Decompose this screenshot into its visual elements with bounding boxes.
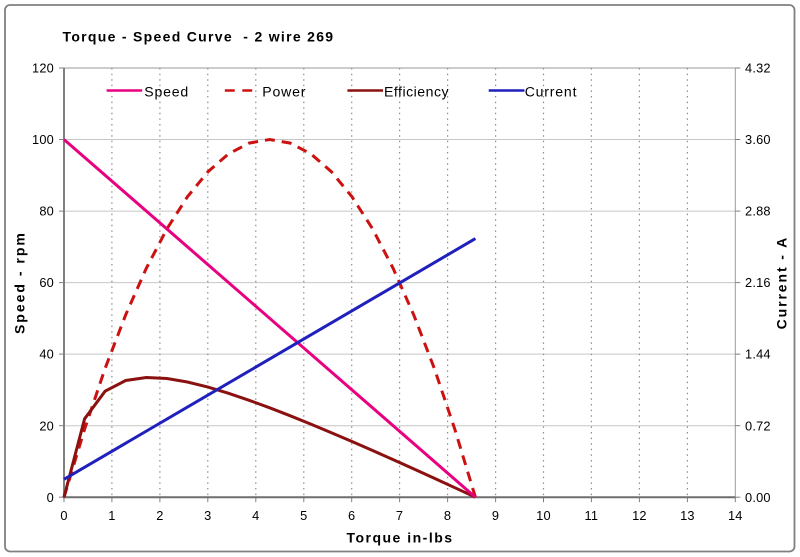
svg-text:120: 120 bbox=[32, 61, 54, 76]
svg-text:10: 10 bbox=[536, 508, 551, 523]
svg-text:0.00: 0.00 bbox=[745, 490, 771, 505]
svg-text:13: 13 bbox=[680, 508, 695, 523]
svg-text:0: 0 bbox=[60, 508, 67, 523]
svg-text:11: 11 bbox=[585, 508, 599, 523]
svg-text:12: 12 bbox=[632, 508, 647, 523]
svg-text:Power: Power bbox=[262, 83, 306, 99]
svg-text:Current: Current bbox=[525, 83, 578, 99]
svg-text:8: 8 bbox=[444, 508, 451, 523]
svg-text:0.72: 0.72 bbox=[745, 418, 771, 433]
svg-text:100: 100 bbox=[32, 132, 54, 147]
svg-text:Speed - rpm: Speed - rpm bbox=[12, 231, 28, 334]
svg-text:60: 60 bbox=[39, 275, 54, 290]
svg-text:1: 1 bbox=[108, 508, 115, 523]
svg-text:9: 9 bbox=[492, 508, 499, 523]
svg-text:0: 0 bbox=[47, 490, 54, 505]
svg-text:4.32: 4.32 bbox=[745, 61, 771, 76]
svg-text:2: 2 bbox=[156, 508, 163, 523]
svg-text:5: 5 bbox=[300, 508, 307, 523]
svg-text:2.88: 2.88 bbox=[745, 204, 771, 219]
svg-text:6: 6 bbox=[348, 508, 355, 523]
svg-text:Current - A: Current - A bbox=[774, 236, 790, 330]
svg-text:3.60: 3.60 bbox=[745, 132, 771, 147]
svg-text:Torque in-lbs: Torque in-lbs bbox=[346, 530, 453, 546]
svg-text:3: 3 bbox=[204, 508, 211, 523]
svg-text:1.44: 1.44 bbox=[745, 347, 771, 362]
svg-text:Efficiency: Efficiency bbox=[384, 83, 450, 99]
svg-text:2.16: 2.16 bbox=[745, 275, 771, 290]
svg-text:40: 40 bbox=[39, 347, 54, 362]
svg-text:4: 4 bbox=[252, 508, 259, 523]
svg-text:7: 7 bbox=[396, 508, 403, 523]
svg-text:14: 14 bbox=[728, 508, 743, 523]
svg-text:80: 80 bbox=[39, 204, 54, 219]
svg-text:20: 20 bbox=[39, 418, 54, 433]
svg-text:Torque - Speed Curve - 2 wire: Torque - Speed Curve - 2 wire 269 bbox=[63, 29, 335, 45]
svg-text:Speed: Speed bbox=[144, 83, 189, 99]
